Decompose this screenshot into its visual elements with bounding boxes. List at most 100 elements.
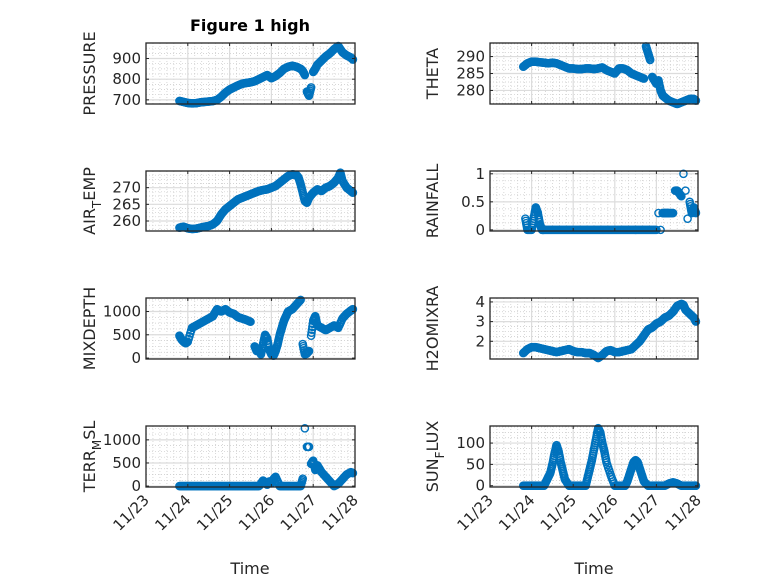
data-point (656, 225, 665, 235)
y-axis-label: MIXDEPTH (80, 287, 99, 370)
y-axis-label-rest: LUX (423, 421, 442, 452)
y-tick-label: 290 (456, 48, 485, 66)
data-point (304, 442, 314, 452)
axes-box (145, 42, 356, 105)
y-axis-label: RAINFALL (423, 164, 442, 239)
series-air_temp (175, 168, 358, 234)
x-tick-label: 11/23 (454, 491, 497, 534)
data-point (300, 70, 310, 80)
y-tick-label: 1000 (103, 431, 141, 449)
y-tick-label: 50 (466, 455, 485, 473)
data-point (645, 55, 655, 65)
panel-h2omixra: 23 4 H2OMIXRA (423, 286, 701, 372)
grid (490, 298, 698, 359)
y-tick-label: 265 (112, 195, 141, 213)
data-point (348, 55, 358, 64)
panel-terrmsl: 05001000TERRMSL11/2311/2411/2511/2611/27… (80, 421, 362, 535)
y-axis-label-main: H2OMIXRA (423, 286, 442, 372)
y-axis-label-main: RAINFALL (423, 164, 442, 239)
x-tick-label: 11/27 (620, 491, 663, 534)
data-point (300, 424, 310, 433)
y-axis-label: SUNFLUX (423, 421, 447, 493)
y-axis-label-main: PRESSURE (80, 31, 99, 115)
data-point (348, 304, 358, 314)
y-axis-label: AIRTEMP (80, 167, 104, 235)
x-tick-label: 11/28 (319, 491, 362, 534)
x-tick-label: 11/25 (193, 491, 236, 534)
y-tick-label: 900 (112, 50, 141, 68)
series-sunflux (518, 423, 701, 491)
y-axis-label: PRESSURE (80, 31, 99, 115)
x-tick-label: 11/25 (537, 491, 580, 534)
data-point (677, 191, 686, 201)
axes-box (145, 425, 356, 488)
data-point (304, 346, 314, 356)
x-axis-label-left: Time (229, 559, 269, 578)
y-tick-label: 0 (131, 349, 141, 367)
y-tick-label: 2 (475, 332, 485, 350)
y-tick-label: 0.5 (461, 193, 485, 211)
x-axis-label-right: Time (573, 559, 613, 578)
y-axis-label: H2OMIXRA (423, 286, 442, 372)
y-tick-label: 700 (112, 91, 141, 109)
x-tick-label: 11/24 (151, 491, 194, 534)
y-tick-label: 1000 (103, 303, 141, 321)
grid (146, 298, 355, 359)
panel-rainfall: 0 0.5 1 RAINFALL (423, 164, 701, 239)
y-tick-label: 100 (456, 434, 485, 452)
y-tick-label: 500 (112, 326, 141, 344)
data-point (295, 296, 305, 306)
data-point (307, 325, 317, 335)
y-axis-label-main: AIR (80, 208, 99, 235)
series-terrmsl (175, 424, 358, 491)
y-axis-label-main: TERR (80, 450, 99, 493)
panel-sunflux: 0 50 100 SUNFLUX 11/2311/2411/2511/2611/2711… (423, 421, 705, 535)
data-point (668, 208, 678, 218)
grid (146, 426, 355, 487)
y-axis-label-main: THETA (423, 48, 442, 100)
axes-box (145, 297, 356, 360)
figure-title: Figure 1 high (190, 16, 310, 35)
axes-box (489, 425, 699, 488)
panel-pressure: 700 800 900 PRESSURE (80, 31, 358, 116)
data-point (683, 214, 692, 223)
series-rainfall (521, 169, 701, 235)
x-tick-label: 11/23 (110, 491, 153, 534)
y-tick-label: 270 (112, 179, 141, 197)
x-tick-label: 11/27 (277, 491, 320, 534)
axes-box (145, 170, 356, 232)
data-point (307, 328, 316, 338)
data-point (679, 169, 688, 179)
data-point (296, 295, 305, 305)
x-tick-label: 11/24 (495, 491, 538, 534)
y-tick-label: 0 (475, 477, 485, 495)
data-point (348, 468, 358, 478)
data-point (306, 83, 316, 92)
data-point (681, 186, 690, 195)
x-tick-label: 11/26 (235, 491, 278, 534)
y-tick-label: 800 (112, 70, 141, 88)
y-axis-label-main: SUN (423, 458, 442, 492)
data-point (652, 225, 661, 235)
axes-box (489, 297, 699, 360)
data-point (246, 317, 255, 327)
x-tick-label: 11/28 (662, 491, 705, 534)
x-tick-label: 11/26 (578, 491, 621, 534)
data-point (306, 331, 316, 341)
data-point (639, 74, 649, 83)
y-tick-label: 1 (475, 165, 485, 183)
y-axis-label: THETA (423, 48, 442, 100)
y-tick-label: 280 (456, 81, 485, 99)
y-tick-label: 3 (475, 313, 485, 331)
data-point (348, 188, 358, 197)
y-tick-label: 0 (131, 477, 141, 495)
y-axis-label-subscript: T (90, 200, 104, 209)
data-point (691, 317, 701, 326)
axes-box (489, 170, 699, 232)
data-point (298, 474, 308, 483)
y-tick-label: 500 (112, 454, 141, 472)
y-axis-label-main: MIXDEPTH (80, 287, 99, 370)
